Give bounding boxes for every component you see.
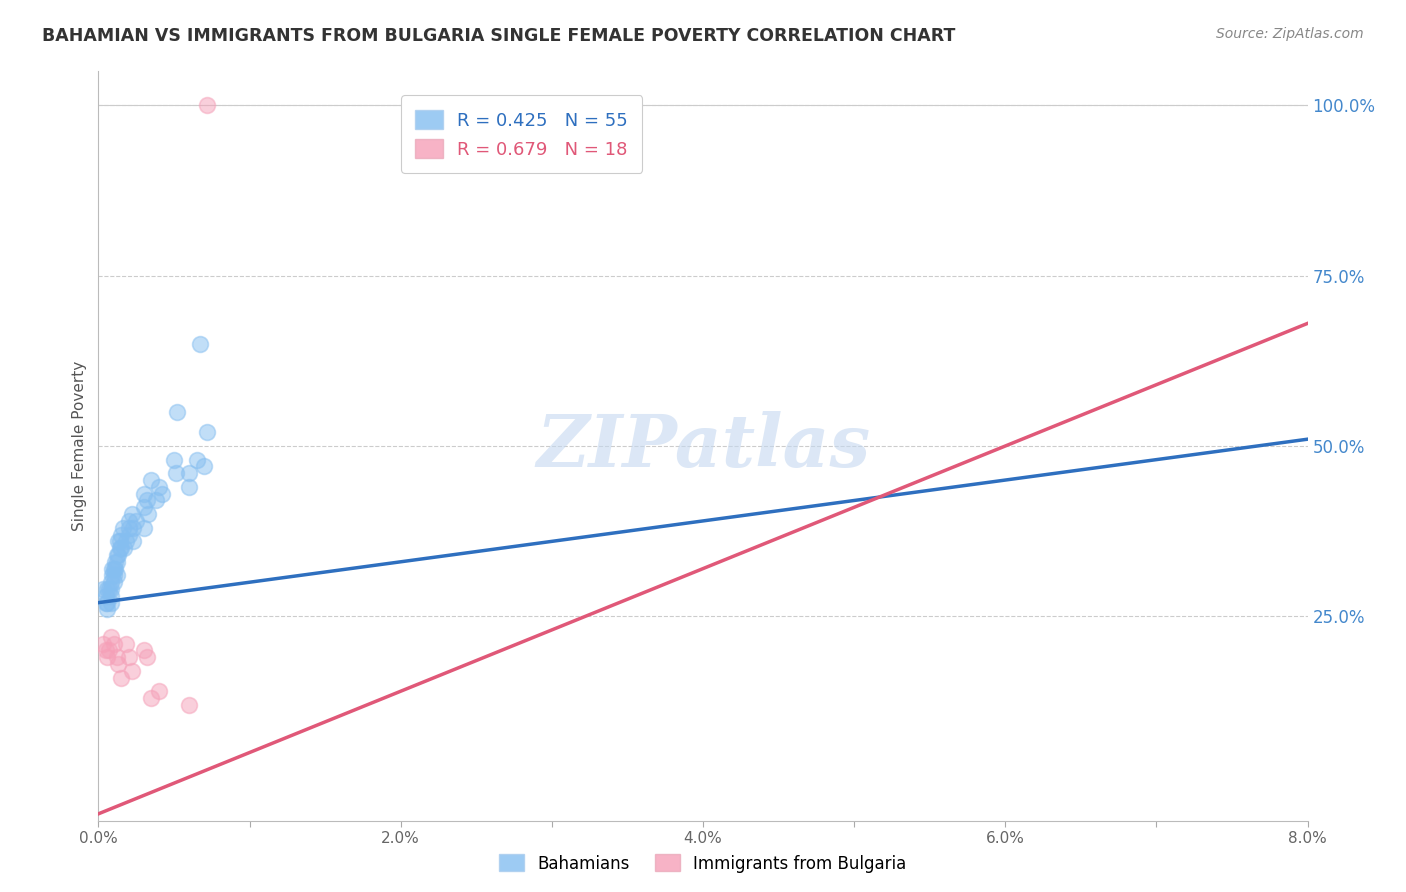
Point: [94, 589, 117, 603]
Point: [118, 527, 141, 541]
Point: [105, 650, 128, 665]
Point: [186, 452, 208, 467]
Point: [195, 425, 218, 440]
Point: [163, 452, 186, 467]
Point: [111, 521, 134, 535]
Point: [100, 630, 122, 644]
Point: [96, 582, 118, 596]
Point: [107, 534, 129, 549]
Point: [132, 521, 155, 535]
Point: [108, 541, 131, 556]
Point: [150, 486, 173, 500]
Point: [107, 657, 129, 671]
Point: [103, 568, 125, 582]
Y-axis label: Single Female Poverty: Single Female Poverty: [72, 361, 87, 531]
Point: [122, 534, 145, 549]
Point: [100, 596, 122, 610]
Point: [96, 602, 118, 616]
Point: [195, 98, 218, 112]
Point: [179, 698, 201, 712]
Point: [96, 650, 118, 665]
Text: BAHAMIAN VS IMMIGRANTS FROM BULGARIA SINGLE FEMALE POVERTY CORRELATION CHART: BAHAMIAN VS IMMIGRANTS FROM BULGARIA SIN…: [42, 27, 956, 45]
Point: [148, 480, 170, 494]
Text: ZIPatlas: ZIPatlas: [536, 410, 870, 482]
Point: [94, 596, 117, 610]
Point: [91, 636, 114, 650]
Point: [104, 561, 127, 575]
Point: [100, 575, 122, 590]
Point: [114, 534, 136, 549]
Point: [91, 582, 114, 596]
Point: [103, 575, 125, 590]
Point: [101, 561, 124, 575]
Point: [100, 582, 122, 596]
Point: [110, 541, 132, 556]
Point: [132, 486, 155, 500]
Point: [122, 521, 145, 535]
Point: [98, 582, 121, 596]
Point: [148, 684, 170, 698]
Point: [118, 514, 141, 528]
Point: [98, 643, 121, 657]
Point: [110, 671, 132, 685]
Point: [103, 636, 125, 650]
Point: [188, 336, 211, 351]
Point: [101, 568, 124, 582]
Point: [110, 527, 132, 541]
Point: [94, 643, 117, 657]
Point: [118, 521, 141, 535]
Point: [121, 507, 143, 521]
Point: [125, 514, 148, 528]
Point: [112, 541, 135, 556]
Point: [107, 548, 129, 562]
Point: [145, 493, 167, 508]
Point: [132, 643, 155, 657]
Point: [165, 467, 187, 481]
Point: [103, 561, 125, 575]
Point: [104, 555, 127, 569]
Point: [136, 507, 159, 521]
Point: [96, 596, 118, 610]
Point: [105, 568, 128, 582]
Text: Source: ZipAtlas.com: Source: ZipAtlas.com: [1216, 27, 1364, 41]
Point: [141, 473, 163, 487]
Point: [114, 636, 136, 650]
Point: [179, 480, 201, 494]
Point: [108, 534, 131, 549]
Point: [118, 650, 141, 665]
Point: [193, 459, 215, 474]
Point: [100, 589, 122, 603]
Point: [121, 664, 143, 678]
Point: [105, 555, 128, 569]
Point: [135, 493, 157, 508]
Point: [135, 650, 157, 665]
Point: [141, 691, 163, 706]
Point: [105, 548, 128, 562]
Legend: R = 0.425   N = 55, R = 0.679   N = 18: R = 0.425 N = 55, R = 0.679 N = 18: [401, 95, 643, 173]
Legend: Bahamians, Immigrants from Bulgaria: Bahamians, Immigrants from Bulgaria: [492, 847, 914, 880]
Point: [132, 500, 155, 515]
Point: [179, 467, 201, 481]
Point: [166, 405, 188, 419]
